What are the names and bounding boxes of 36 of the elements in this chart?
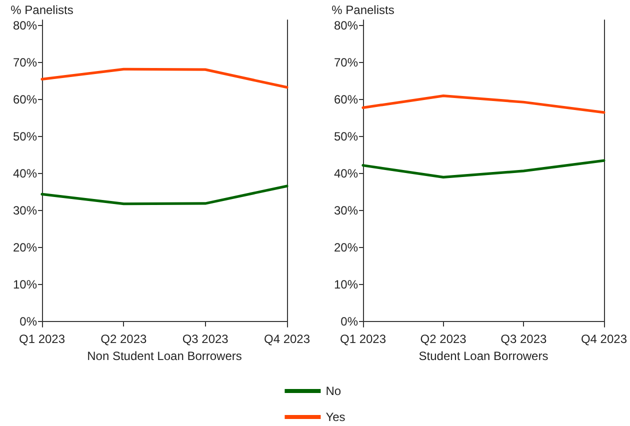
x-tick-label: Q1 2023 bbox=[340, 332, 386, 346]
y-tick-label: 30% bbox=[12, 203, 38, 218]
x-tick-label: Q3 2023 bbox=[182, 332, 229, 346]
x-tick-label: Q2 2023 bbox=[100, 332, 148, 346]
x-tick-label: Q1 2023 bbox=[18, 332, 66, 346]
y-tick-label: 70% bbox=[12, 56, 38, 70]
line-series bbox=[362, 94, 606, 114]
y-tick-label: 60% bbox=[12, 92, 38, 107]
y-tick-label: 20% bbox=[334, 240, 358, 254]
line-series bbox=[40, 184, 288, 206]
x-axis-title: Non Student Loan Borrowers bbox=[87, 348, 242, 363]
y-tick-label: 30% bbox=[334, 203, 358, 218]
x-tick-label: Q3 2023 bbox=[500, 332, 547, 346]
line-series bbox=[362, 159, 606, 178]
y-axis-title: % Panelists bbox=[10, 3, 74, 17]
y-axis-title: % Panelists bbox=[332, 3, 394, 17]
y-tick-label: 70% bbox=[334, 56, 358, 70]
y-tick-label: 10% bbox=[334, 277, 358, 292]
y-tick-label: 50% bbox=[334, 130, 358, 144]
y-tick-label: 0% bbox=[340, 314, 358, 328]
x-tick-label: Q2 2023 bbox=[420, 332, 467, 346]
y-tick-label: 0% bbox=[20, 314, 38, 328]
y-tick-label: 20% bbox=[12, 240, 38, 254]
y-tick-label: 60% bbox=[334, 92, 358, 107]
legend-label: Yes bbox=[326, 410, 346, 424]
line-series bbox=[40, 68, 288, 89]
y-tick-label: 40% bbox=[12, 166, 38, 180]
legend-label: No bbox=[326, 384, 342, 398]
y-tick-label: 10% bbox=[12, 277, 38, 292]
y-tick-label: 50% bbox=[12, 130, 38, 144]
y-tick-label: 40% bbox=[334, 166, 358, 180]
x-axis-title: Student Loan Borrowers bbox=[418, 348, 548, 363]
y-tick-label: 80% bbox=[334, 18, 358, 33]
y-tick-label: 80% bbox=[12, 18, 38, 33]
x-tick-label: Q4 2023 bbox=[264, 332, 310, 346]
x-tick-label: Q4 2023 bbox=[580, 332, 628, 346]
